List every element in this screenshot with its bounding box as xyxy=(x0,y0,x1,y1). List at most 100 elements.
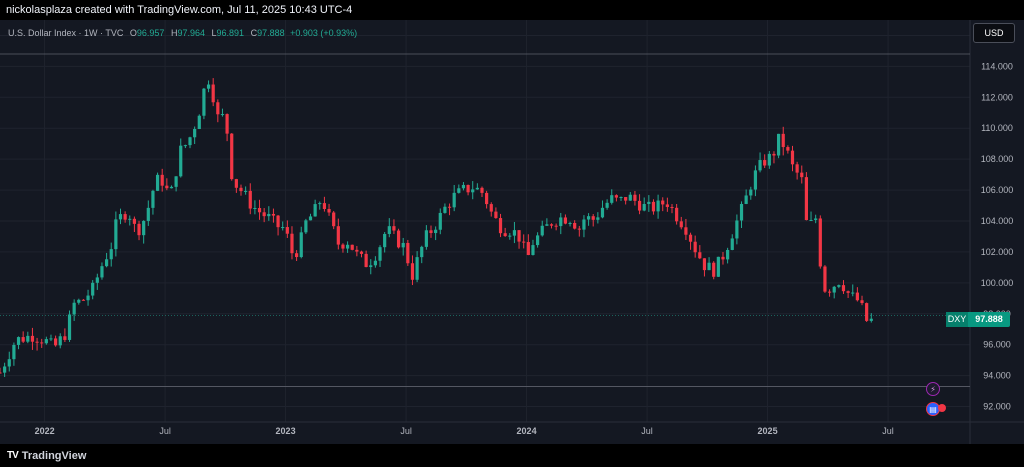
candle-up xyxy=(95,277,99,283)
candle-up xyxy=(128,218,132,220)
price-axis[interactable]: 116.000114.000112.000110.000108.000106.0… xyxy=(981,30,1014,411)
candle-down xyxy=(679,221,683,228)
candle-down xyxy=(665,204,669,207)
y-tick-label: 112.000 xyxy=(981,92,1013,102)
candle-up xyxy=(586,216,591,220)
y-tick-label: 114.000 xyxy=(981,61,1013,71)
candle-up xyxy=(401,242,405,248)
time-axis[interactable]: 2022 Jul 2023 Jul 2024 Jul 2025 Jul xyxy=(35,426,894,436)
candle-down xyxy=(494,211,498,219)
candle-down xyxy=(262,212,266,217)
candle-up xyxy=(179,145,183,177)
candle-down xyxy=(827,291,832,293)
candle-down xyxy=(429,230,433,234)
candle-up xyxy=(86,295,90,301)
candle-down xyxy=(165,185,169,189)
candle-down xyxy=(81,299,86,301)
candle-down xyxy=(290,233,294,254)
candle-up xyxy=(716,256,720,277)
candle-up xyxy=(814,218,818,220)
candle-up xyxy=(118,214,123,220)
symbol-legend: U.S. Dollar Index · 1W · TVC O96.957 H97… xyxy=(8,28,357,38)
candle-down xyxy=(276,215,280,228)
candle-up xyxy=(91,282,95,296)
candle-down xyxy=(860,300,864,304)
legend-close-label: C xyxy=(250,28,258,38)
candle-down xyxy=(526,242,530,255)
candle-up xyxy=(220,114,225,116)
candle-down xyxy=(123,214,127,220)
candle-down xyxy=(355,249,359,252)
candle-up xyxy=(424,230,428,247)
currency-button[interactable]: USD xyxy=(973,23,1015,43)
y-tick-label: 94.000 xyxy=(983,371,1011,381)
candle-up xyxy=(656,200,660,212)
candle-down xyxy=(21,337,25,342)
tradingview-logo-icon: TV xyxy=(7,450,19,461)
candle-up xyxy=(67,314,72,340)
candle-up xyxy=(308,216,313,221)
last-price-badge: DXY 97.888 xyxy=(946,312,1010,327)
candle-up xyxy=(545,224,549,226)
candle-down xyxy=(790,150,795,165)
x-tick-label: Jul xyxy=(400,426,412,436)
candle-down xyxy=(624,197,628,201)
candle-up xyxy=(188,137,192,146)
candle-up xyxy=(443,206,447,213)
y-tick-label: 102.000 xyxy=(981,247,1014,257)
candle-up xyxy=(109,249,113,260)
candle-up xyxy=(420,246,424,258)
y-tick-label: 106.000 xyxy=(981,185,1014,195)
candle-down xyxy=(327,208,331,213)
candle-up xyxy=(735,220,739,239)
candle-up xyxy=(373,260,377,266)
candle-up xyxy=(387,226,391,234)
candle-down xyxy=(406,242,410,264)
candle-up xyxy=(540,225,544,236)
candle-up xyxy=(512,230,517,236)
candle-up xyxy=(461,184,466,189)
candle-up xyxy=(730,238,734,250)
candle-down xyxy=(698,252,702,259)
candle-up xyxy=(202,88,206,116)
event-dot-icon[interactable] xyxy=(938,404,946,412)
legend-change: +0.903 (+0.93%) xyxy=(290,28,358,38)
candle-up xyxy=(313,204,317,217)
candle-down xyxy=(485,192,489,205)
candle-up xyxy=(568,222,572,224)
candle-up xyxy=(415,257,419,280)
candle-up xyxy=(707,262,711,271)
candle-up xyxy=(12,344,16,360)
lightning-icon[interactable]: ⚡ xyxy=(926,382,940,396)
candle-down xyxy=(781,133,785,148)
candlestick-chart[interactable]: 116.000114.000112.000110.000108.000106.0… xyxy=(0,20,1024,444)
candle-up xyxy=(142,220,146,236)
candle-up xyxy=(44,339,48,344)
footer-branding: TV TradingView xyxy=(0,444,1024,467)
candle-up xyxy=(744,195,748,204)
candle-down xyxy=(239,187,243,192)
candle-down xyxy=(563,217,568,224)
candle-down xyxy=(234,179,238,188)
candle-down xyxy=(248,190,252,209)
candle-down xyxy=(285,227,289,234)
candle-up xyxy=(58,336,62,346)
badge-symbol: DXY xyxy=(946,312,968,327)
legend-low-value: 96.891 xyxy=(216,28,245,38)
candle-down xyxy=(54,338,58,346)
candle-up xyxy=(776,133,781,156)
candle-down xyxy=(684,227,688,235)
chart-area[interactable]: 116.000114.000112.000110.000108.000106.0… xyxy=(0,20,1024,444)
candle-down xyxy=(591,216,595,220)
candle-down xyxy=(322,203,327,209)
candle-up xyxy=(369,265,373,268)
badge-value: 97.888 xyxy=(975,314,1003,324)
candle-down xyxy=(693,241,697,253)
candle-up xyxy=(299,232,303,258)
candle-up xyxy=(531,245,535,255)
candle-down xyxy=(800,172,804,178)
candle-down xyxy=(216,102,220,115)
candle-down xyxy=(577,228,581,230)
candle-down xyxy=(712,262,716,277)
candle-down xyxy=(721,256,725,260)
